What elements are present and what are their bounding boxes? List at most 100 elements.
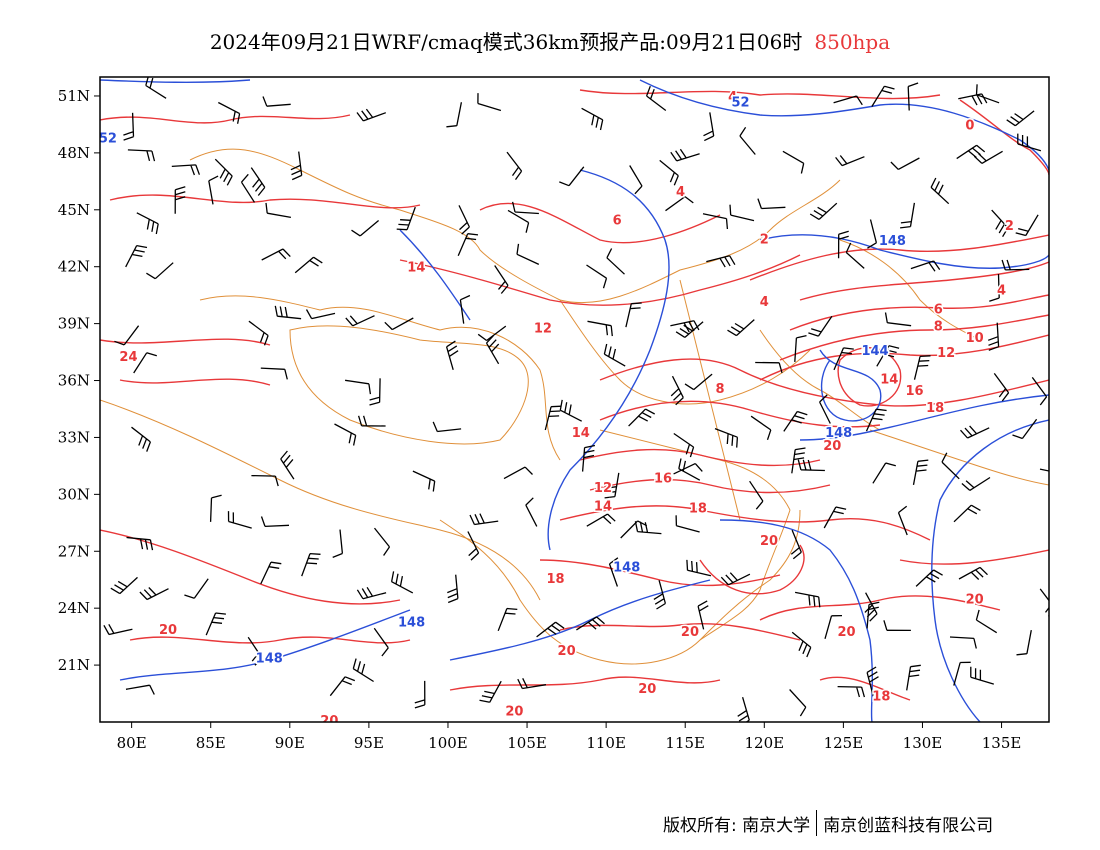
wind-barb	[837, 230, 849, 259]
wind-barb	[290, 151, 303, 181]
wind-barb	[469, 513, 499, 526]
wind-barb	[126, 536, 154, 551]
height-label: 52	[99, 132, 117, 147]
wind-barb	[606, 248, 625, 275]
wind-barb	[915, 569, 943, 587]
wind-barb	[131, 426, 152, 452]
wind-barb	[536, 621, 565, 638]
height-label: 144	[861, 344, 888, 359]
wind-barb	[975, 84, 1000, 104]
wind-barb	[260, 367, 288, 380]
wind-barb	[369, 378, 381, 406]
wind-barb	[356, 108, 387, 122]
wind-barb	[913, 355, 931, 380]
wind-barb	[1017, 133, 1042, 152]
footer-separator	[816, 810, 818, 836]
footer-company: 南京创蓝科技有限公司	[823, 815, 994, 836]
wind-barb	[867, 219, 878, 249]
wind-barb	[991, 209, 1009, 238]
wind-barb	[975, 609, 998, 634]
x-tick-label: 95E	[354, 734, 384, 752]
wind-barb	[458, 205, 470, 235]
wind-barb	[757, 198, 786, 210]
wind-barb	[866, 666, 879, 696]
wind-barb	[930, 177, 950, 205]
wind-barb	[248, 320, 269, 346]
wind-barb	[958, 566, 988, 580]
wind-barb	[1039, 588, 1049, 617]
wind-barb	[673, 463, 703, 475]
temperature-label: 14	[594, 500, 612, 515]
wind-barb	[686, 559, 712, 577]
y-tick-label: 42N	[58, 258, 90, 276]
wind-barb	[837, 685, 866, 698]
wind-barb	[907, 82, 919, 111]
y-tick-label: 27N	[58, 542, 90, 560]
temperature-label: 16	[906, 384, 924, 399]
wind-barb	[467, 531, 480, 561]
wind-barb	[511, 201, 539, 215]
wind-barb	[634, 521, 662, 535]
footer: 版权所有: 南京大学 南京创蓝科技有限公司	[663, 810, 993, 836]
wind-barb	[125, 244, 148, 268]
wind-barb	[670, 320, 700, 333]
wind-barb	[883, 620, 911, 632]
wind-barb	[334, 423, 357, 446]
temperature-label: 12	[937, 346, 955, 361]
height-label: 52	[732, 96, 750, 111]
wind-barb	[941, 452, 960, 480]
wind-barb	[706, 255, 736, 268]
wind-barb	[209, 494, 222, 522]
wind-barb	[720, 572, 751, 586]
wind-barb	[866, 601, 880, 629]
wind-barb	[525, 497, 538, 527]
wind-barb	[184, 578, 209, 599]
temperature-label: 20	[837, 625, 855, 640]
wind-barb	[586, 264, 608, 289]
wind-barb	[823, 506, 847, 529]
wind-barb	[1012, 418, 1038, 440]
temperature-label: 4	[728, 90, 737, 105]
wind-barb	[604, 472, 620, 499]
wind-barb	[581, 107, 604, 131]
wind-barb	[459, 294, 471, 324]
wind-barb	[507, 209, 530, 233]
wind-barb	[208, 175, 219, 205]
wind-barb	[871, 85, 895, 107]
wind-barb	[897, 505, 908, 536]
temperature-label: 14	[572, 426, 590, 441]
wind-barb	[414, 680, 426, 709]
temperature-label: 20	[681, 625, 699, 640]
wind-barb	[620, 520, 648, 539]
height-label: 148	[256, 652, 283, 667]
temperature-label: 18	[689, 502, 707, 517]
wind-barb	[845, 242, 865, 269]
temperature-label: 14	[407, 261, 425, 276]
wind-barb	[396, 206, 416, 231]
wind-barb	[790, 529, 802, 560]
wind-barb	[1015, 214, 1039, 237]
wind-barb	[833, 95, 863, 106]
y-tick-label: 33N	[58, 428, 90, 446]
wind-barb	[864, 592, 878, 622]
wind-barb	[581, 444, 596, 472]
wind-barb	[653, 580, 667, 610]
wind-barb	[247, 636, 263, 666]
wind-barb	[332, 529, 344, 559]
wind-barb	[352, 658, 374, 683]
temperature-label: 8	[934, 320, 943, 335]
wind-barb	[824, 614, 843, 639]
temperature-label: 6	[934, 302, 943, 317]
temperature-label: 18	[546, 572, 564, 587]
wind-barb	[301, 552, 321, 577]
y-tick-label: 39N	[58, 315, 90, 333]
wind-barb	[517, 678, 547, 690]
wind-barb	[214, 158, 233, 186]
wind-barb	[956, 144, 986, 160]
wind-barb	[146, 262, 174, 280]
wind-barb	[949, 636, 977, 649]
height-label: 148	[613, 560, 640, 575]
